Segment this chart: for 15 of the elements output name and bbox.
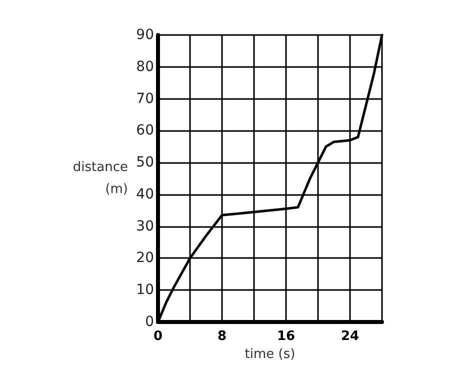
y-tick-label: 80 — [136, 58, 154, 75]
y-tick-label: 60 — [136, 122, 154, 139]
x-tick-label: 8 — [217, 329, 227, 344]
x-tick-label: 16 — [276, 329, 296, 344]
x-axis-title: time (s) — [244, 346, 296, 362]
y-tick-label: 50 — [136, 154, 154, 171]
y-tick-label: 40 — [136, 186, 154, 202]
y-tick-label: 90 — [136, 27, 154, 43]
y-tick-label: 10 — [136, 282, 154, 298]
y-tick-label: 0 — [145, 314, 154, 330]
y-tick-label: 70 — [136, 90, 154, 107]
y-axis-title: distance (m) — [72, 160, 128, 197]
y-tick-label: 30 — [136, 218, 154, 234]
x-tick-label: 24 — [340, 329, 360, 344]
y-tick-label: 20 — [136, 250, 154, 266]
